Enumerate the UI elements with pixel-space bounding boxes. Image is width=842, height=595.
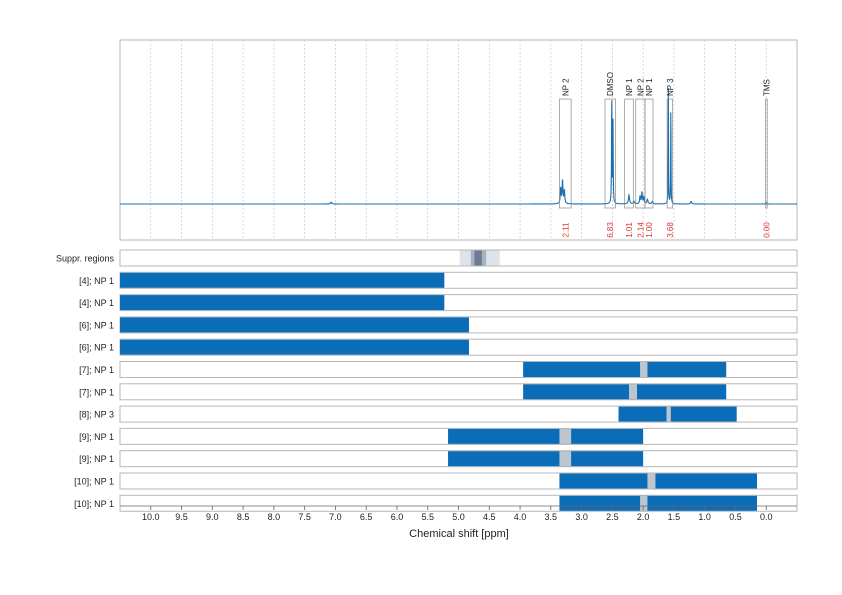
integral-value: 1.00: [645, 222, 654, 238]
row-label: [9]; NP 1: [79, 454, 114, 464]
x-axis: 10.0 9.5 9.0 8.5 8.0 7.5 7.0 6.5 6.0 5.5 5.0 4.5 4.0…: [120, 505, 797, 522]
peak-region-box: [635, 98, 646, 209]
range-gap: [647, 473, 656, 489]
x-tick-label: 9.0: [206, 512, 219, 522]
range-gap: [666, 406, 671, 422]
x-tick-label: 7.5: [298, 512, 311, 522]
suppressed-row-frame: [119, 249, 798, 267]
range-bar: [559, 473, 757, 489]
spectrum-line: [120, 88, 797, 205]
range-gap: [559, 428, 572, 444]
x-tick-label: 2.5: [606, 512, 619, 522]
range-bar: [523, 384, 727, 400]
x-tick-label: 0.5: [729, 512, 742, 522]
x-tick-label: 6.0: [391, 512, 404, 522]
x-tick-label: 5.0: [452, 512, 465, 522]
x-tick-label: 5.5: [421, 512, 434, 522]
peak-label: NP 2: [636, 78, 645, 96]
integral-value: 0.00: [762, 222, 771, 238]
range-bar: [120, 317, 469, 333]
peak-label: TMS: [762, 79, 771, 96]
spectrum-panel: NP 2 2.11 DMSO 6.83 NP 1 1.01 NP 2 2.14 NP 1 1.00…: [119, 39, 798, 241]
range-bar: [523, 362, 727, 377]
row-label: [10]; NP 1: [74, 499, 114, 509]
x-axis-label: Chemical shift [ppm]: [409, 528, 509, 540]
peak-label: NP 1: [625, 78, 634, 96]
x-tick-label: 1.5: [668, 512, 681, 522]
row-label: [4]; NP 1: [79, 298, 114, 308]
peak-label: NP 1: [645, 78, 654, 96]
x-tick-label: 3.0: [575, 512, 588, 522]
integral-value: 2.11: [561, 222, 570, 238]
range-gap: [640, 362, 648, 377]
x-tick-label: 7.0: [329, 512, 342, 522]
peak-region-box: [624, 98, 634, 209]
x-tick-label: 9.5: [175, 512, 188, 522]
peak-region-box: [644, 98, 654, 209]
row-label: [9]; NP 1: [79, 432, 114, 442]
range-bar: [448, 451, 644, 467]
row-label: [7]; NP 1: [79, 387, 114, 397]
integral-value: 3.68: [666, 222, 675, 238]
ranges-panel: Suppr. regions [4]; NP 1 [4]; NP 1 [6]; NP …: [56, 249, 798, 512]
row-label: [6]; NP 1: [79, 320, 114, 330]
range-bar: [120, 295, 445, 311]
peak-label: NP 2: [561, 78, 570, 96]
row-label: [10]; NP 1: [74, 477, 114, 487]
x-tick-label: 4.5: [483, 512, 496, 522]
range-gap: [628, 384, 637, 400]
x-tick-label: 8.0: [268, 512, 281, 522]
x-tick-label: 10.0: [142, 512, 160, 522]
peak-label: DMSO: [606, 72, 615, 96]
range-gap: [559, 451, 572, 467]
x-tick-label: 3.5: [545, 512, 558, 522]
range-gap: [640, 495, 648, 511]
peak-region-box: [666, 98, 674, 209]
integral-value: 2.14: [636, 222, 645, 238]
range-bar: [120, 339, 469, 355]
peak-region-box: [604, 98, 616, 209]
row-label: [6]; NP 1: [79, 343, 114, 353]
row-label: Suppr. regions: [56, 254, 115, 264]
range-bar: [618, 406, 737, 422]
range-bar: [559, 495, 757, 511]
x-tick-label: 1.0: [698, 512, 711, 522]
peak-region-box: [765, 98, 768, 209]
peak-region-box: [559, 98, 572, 209]
x-tick-label: 4.0: [514, 512, 527, 522]
range-bar: [120, 272, 445, 288]
integral-value: 1.01: [625, 222, 634, 238]
row-label: [4]; NP 1: [79, 276, 114, 286]
x-tick-label: 8.5: [237, 512, 250, 522]
range-bar: [448, 428, 644, 444]
row-label: [7]; NP 1: [79, 365, 114, 375]
x-tick-label: 0.0: [760, 512, 773, 522]
integral-value: 6.83: [606, 222, 615, 238]
x-tick-label: 6.5: [360, 512, 373, 522]
row-label: [8]; NP 3: [79, 410, 114, 420]
suppressed-inner-band: [474, 250, 482, 266]
x-tick-label: 2.0: [637, 512, 650, 522]
peak-label: NP 3: [666, 78, 675, 96]
